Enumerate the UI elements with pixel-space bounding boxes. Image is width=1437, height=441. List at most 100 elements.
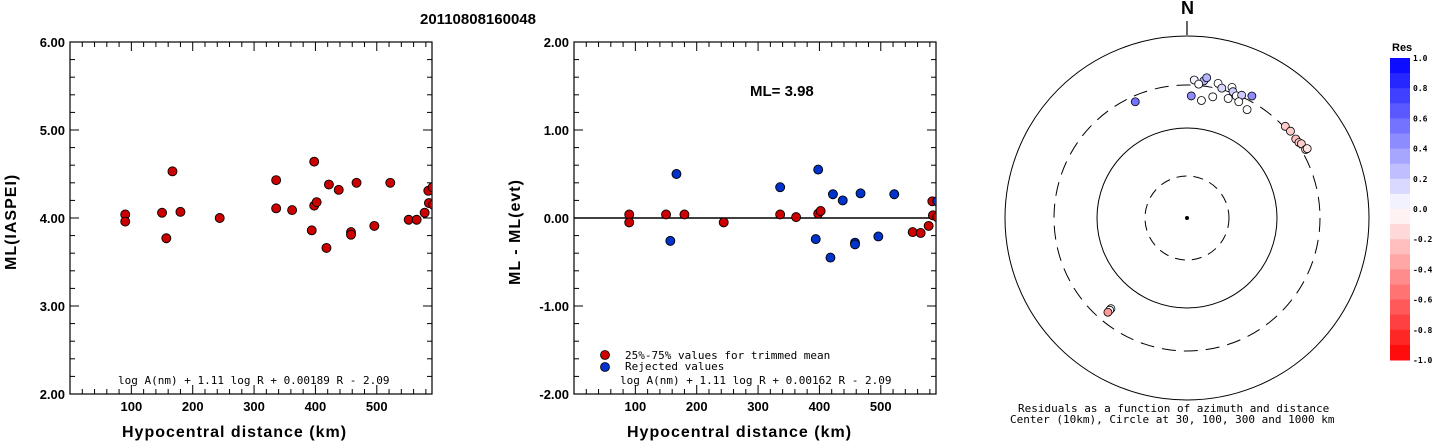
- ring-30km: [1144, 175, 1230, 261]
- residual-data-point: [775, 209, 786, 220]
- polar-caption-2: Center (10km), Circle at 30, 100, 300 an…: [1010, 413, 1335, 426]
- polar-chart: N Residuals as a function of azimuth and…: [1004, 0, 1370, 426]
- residual-y-tick-label: 1.00: [544, 123, 569, 138]
- polar-data-point: [1103, 307, 1113, 317]
- residual-data-point: [873, 231, 884, 242]
- residual-x-tick-label: 200: [686, 399, 708, 414]
- left-y-tick-label: 2.00: [40, 387, 65, 402]
- left-x-tick-label: 200: [182, 399, 204, 414]
- left-y-tick-label: 4.00: [40, 211, 65, 226]
- residual-data-point: [837, 195, 848, 206]
- colorbar-tick-label: 0.8: [1413, 84, 1428, 93]
- legend: 25%-75% values for trimmed mean Rejected…: [600, 349, 830, 373]
- colorbar-swatch: [1390, 299, 1410, 316]
- residual-axes: 100 200 300 400 500 -2.00 -1.00 0.00 1.00 2.00: [539, 35, 936, 414]
- left-data-point: [271, 175, 282, 186]
- ring-300km: [1053, 84, 1321, 352]
- left-data-point: [309, 156, 320, 167]
- legend-label-trimmed: 25%-75% values for trimmed mean: [625, 349, 830, 362]
- ring-100km: [1096, 127, 1278, 309]
- left-x-tick-label: 400: [305, 399, 327, 414]
- residual-x-tick-label: 300: [747, 399, 769, 414]
- residual-chart: 100 200 300 400 500 -2.00 -1.00 0.00 1.00 2.00 ML…: [507, 35, 937, 441]
- left-data-point: [323, 179, 334, 190]
- polar-data-point: [1223, 94, 1233, 103]
- residual-data-point: [791, 212, 802, 223]
- left-data-point: [157, 207, 167, 218]
- residual-data-point: [827, 189, 838, 200]
- residual-y-tick-label: -1.00: [539, 299, 569, 314]
- colorbar-swatch: [1390, 329, 1410, 346]
- residual-data-point: [665, 235, 676, 246]
- left-axes: 100 200 300 400 500 2.00 3.00 4.00 5.00 6.00: [40, 35, 432, 414]
- left-y-label: ML(IASPEI): [3, 174, 20, 270]
- left-data-point: [351, 177, 362, 188]
- left-data-point: [271, 203, 282, 214]
- left-formula: log A(nm) + 1.11 log R + 0.00189 R - 2.0…: [118, 374, 390, 387]
- colorbar-swatch: [1390, 118, 1410, 134]
- left-points: [120, 156, 432, 253]
- left-data-point: [120, 216, 131, 227]
- colorbar-tick-label: -0.2: [1413, 235, 1432, 244]
- polar-data-point: [1242, 105, 1252, 115]
- polar-data-point: [1286, 126, 1295, 136]
- residual-data-point: [923, 220, 934, 231]
- residual-formula: log A(nm) + 1.11 log R + 0.00162 R - 2.0…: [620, 374, 892, 387]
- colorbar-ticks: 1.0 0.8 0.6 0.4 0.2 0.0 -0.2 -0.4 -0.6 -0.8 -1.0: [1413, 54, 1432, 365]
- residual-data-point: [624, 217, 635, 228]
- polar-caption-1: Residuals as a function of azimuth and d…: [1018, 402, 1329, 415]
- colorbar-swatch: [1390, 224, 1410, 240]
- left-data-point: [369, 220, 380, 231]
- polar-data-point: [1234, 97, 1244, 107]
- residual-x-label: Hypocentral distance (km): [627, 424, 852, 441]
- residual-y-tick-label: 2.00: [544, 35, 569, 50]
- colorbar-tick-label: 1.0: [1413, 54, 1428, 63]
- ring-1000km: [1004, 35, 1370, 401]
- residual-data-point: [815, 206, 826, 216]
- colorbar-swatches: [1390, 58, 1410, 361]
- colorbar: Res 1.0 0.8 0.6 0.4 0.2 0.0 -0.2 -0.4 -0.6 -0.8 -1…: [1390, 42, 1432, 365]
- colorbar-swatch: [1390, 178, 1410, 195]
- left-data-point: [428, 200, 432, 210]
- residual-data-point: [775, 182, 786, 193]
- polar-data-point: [1197, 96, 1206, 105]
- residual-data-point: [671, 169, 682, 179]
- left-data-point: [333, 184, 344, 195]
- colorbar-tick-label: 0.2: [1413, 175, 1428, 184]
- legend-marker-rejected: [600, 362, 610, 372]
- colorbar-swatch: [1390, 133, 1410, 150]
- left-data-point: [427, 182, 432, 193]
- center-point: [1185, 216, 1189, 220]
- colorbar-tick-label: 0.4: [1413, 145, 1428, 154]
- residual-data-point: [825, 252, 836, 263]
- colorbar-tick-label: -0.6: [1413, 296, 1432, 305]
- colorbar-tick-label: -0.4: [1413, 265, 1432, 274]
- residual-data-point: [932, 212, 936, 222]
- left-x-tick-label: 500: [366, 399, 388, 414]
- left-y-tick-label: 3.00: [40, 299, 65, 314]
- residual-y-tick-label: -2.00: [539, 387, 569, 402]
- residual-x-tick-label: 100: [625, 399, 647, 414]
- polar-data-point: [1186, 91, 1196, 101]
- left-x-tick-label: 300: [243, 399, 265, 414]
- polar-data-point: [1296, 139, 1306, 149]
- legend-marker-trimmed: [600, 350, 610, 360]
- colorbar-swatch: [1390, 239, 1410, 255]
- residual-y-tick-label: 0.00: [544, 211, 569, 226]
- colorbar-swatch: [1390, 284, 1410, 301]
- residual-y-label: ML - ML(evt): [507, 179, 524, 285]
- left-data-point: [419, 207, 430, 218]
- colorbar-tick-label: -0.8: [1413, 326, 1432, 335]
- colorbar-swatch: [1390, 163, 1410, 180]
- left-x-label: Hypocentral distance (km): [122, 424, 347, 441]
- colorbar-swatch: [1390, 148, 1410, 165]
- left-data-point: [306, 225, 317, 236]
- left-data-point: [161, 233, 172, 244]
- residual-data-point: [850, 239, 860, 250]
- colorbar-swatch: [1390, 269, 1410, 285]
- colorbar-swatch: [1390, 344, 1410, 361]
- legend-label-rejected: Rejected values: [625, 360, 724, 373]
- north-label: N: [1181, 0, 1194, 18]
- colorbar-tick-label: -1.0: [1413, 356, 1432, 365]
